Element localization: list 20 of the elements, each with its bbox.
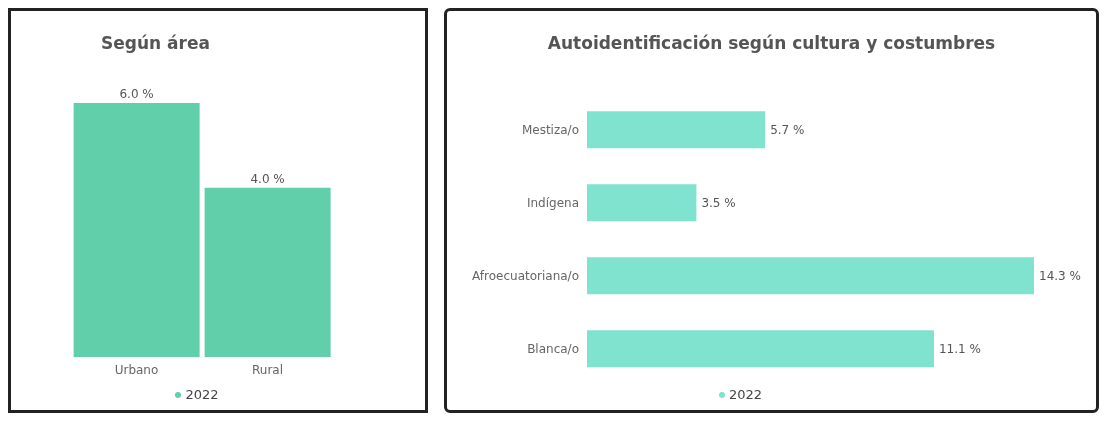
bar: [587, 184, 697, 222]
chart-title: Autoidentificación según cultura y costumbres: [546, 32, 997, 55]
y-tick-label: Blanca/o: [527, 341, 579, 356]
data-label: 14.3 %: [1039, 269, 1081, 284]
bar: [587, 111, 766, 149]
legend-label: 2022: [185, 387, 219, 402]
y-tick-label: Afroecuatoriana/o: [472, 268, 579, 283]
data-label: 6.0 %: [119, 87, 154, 101]
data-label: 4.0 %: [250, 171, 285, 186]
data-label: 11.1 %: [938, 342, 981, 357]
legend-label: 2022: [728, 387, 763, 402]
data-label: 5.7 %: [770, 123, 805, 138]
y-tick-label: Mestiza/o: [521, 122, 579, 137]
chart-title: Según área: [100, 32, 211, 55]
bar: [587, 330, 934, 368]
data-label: 3.5 %: [701, 196, 736, 211]
x-tick-label: Urbano: [114, 362, 159, 377]
y-tick-label: Indígena: [526, 195, 579, 210]
x-tick-label: Rural: [251, 362, 284, 377]
bar: [587, 257, 1034, 295]
